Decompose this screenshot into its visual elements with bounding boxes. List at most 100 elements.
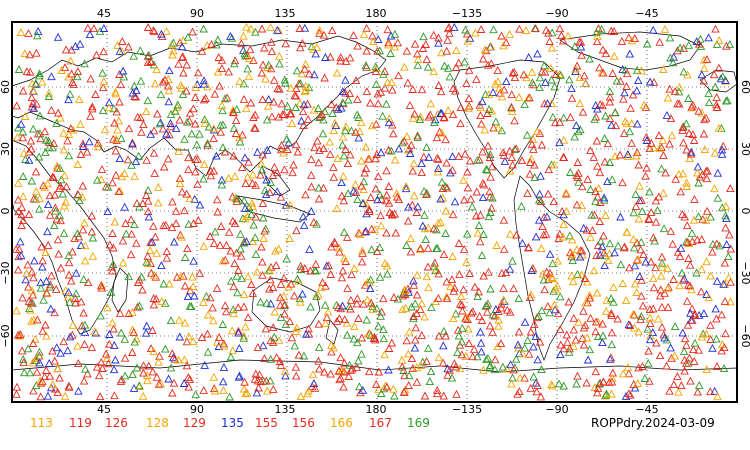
observation-marker [697,332,707,341]
observation-marker [231,193,240,202]
observation-marker [441,331,450,340]
observation-marker [188,272,197,281]
observation-marker [126,250,136,259]
observation-marker [12,389,21,398]
observation-marker [214,342,224,350]
observation-marker [559,220,568,229]
observation-marker [344,372,354,380]
observation-marker [357,333,367,342]
observation-marker [448,84,458,93]
observation-marker [327,347,336,356]
observation-marker [321,318,330,327]
observation-marker [711,82,720,91]
observation-marker [35,194,44,203]
observation-marker [237,273,246,282]
observation-marker [214,332,224,341]
observation-marker [434,269,443,278]
observation-marker [674,387,683,396]
observation-marker [637,196,646,204]
observation-marker [126,215,136,224]
observation-marker [308,370,318,379]
observation-marker [32,353,41,362]
observation-marker [507,153,517,162]
observation-marker [139,368,148,377]
observation-marker [354,113,363,121]
observation-marker [384,365,393,374]
observation-marker [361,142,371,151]
observation-marker [157,29,166,38]
observation-marker [708,239,718,248]
observation-marker [682,182,691,190]
observation-marker [570,132,579,141]
observation-marker [484,212,494,221]
observation-marker [86,111,95,120]
observation-marker [536,171,545,180]
observation-marker [192,140,202,149]
observation-marker [546,63,556,72]
observation-marker [143,185,153,194]
observation-marker [689,215,699,224]
observation-marker [697,70,707,79]
observation-marker [28,339,38,347]
observation-marker [353,41,362,50]
observation-marker [266,178,275,186]
observation-marker [257,24,267,33]
observation-marker [361,61,371,70]
observation-marker [554,379,564,388]
observation-marker [87,211,97,220]
observation-marker [500,156,510,165]
observation-marker [365,284,375,293]
observation-marker [143,196,153,205]
observation-marker [109,260,118,269]
observation-marker [670,351,680,360]
observation-marker [143,96,153,105]
observation-marker [143,251,152,260]
observation-marker [402,132,412,141]
observation-marker [180,253,190,261]
top-lon-tick: 90 [190,7,204,20]
observation-marker [149,26,158,35]
observation-marker [260,185,270,194]
top-lon-tick: −45 [635,7,658,20]
observation-marker [206,293,215,302]
observation-marker [14,65,24,73]
observation-marker [240,377,249,386]
observation-marker [721,211,730,220]
observation-marker [81,364,90,373]
observation-marker [319,30,329,39]
observation-marker [726,244,735,253]
observation-marker [205,232,215,241]
observation-marker [605,249,614,258]
observation-marker [682,178,691,187]
observation-marker [121,219,130,227]
observation-marker [299,220,309,229]
observation-marker [371,119,381,128]
observation-marker [476,338,486,347]
observation-marker [659,224,669,233]
observation-marker [587,210,596,219]
observation-marker [221,307,231,316]
observation-marker [412,363,421,372]
observation-marker [111,170,121,179]
observation-marker [345,360,354,369]
observation-marker [646,208,656,217]
observation-marker [235,137,245,146]
observation-marker [370,225,380,234]
observation-marker [20,368,29,377]
observation-marker [224,67,233,76]
observation-marker [645,77,655,86]
observation-marker [660,24,670,33]
observation-marker [644,358,653,367]
observation-marker [139,361,148,370]
observation-marker [38,326,47,335]
observation-marker [595,217,605,225]
observation-marker [649,233,658,242]
observation-marker [505,166,515,175]
observation-marker [398,138,407,147]
observation-marker [56,263,66,272]
observation-marker [556,70,565,79]
observation-marker [451,309,461,318]
observation-marker [28,124,38,133]
observation-marker [356,388,365,397]
observation-marker [116,376,126,385]
